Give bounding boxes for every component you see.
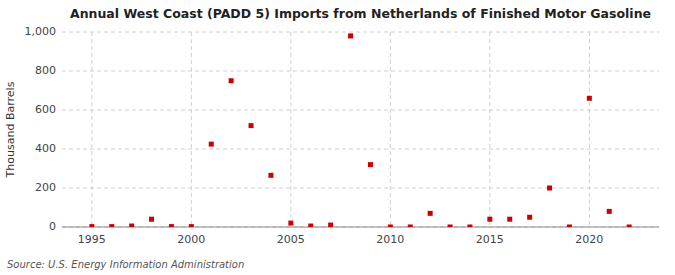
point — [627, 225, 632, 228]
point — [467, 225, 472, 228]
x-grid-line — [191, 32, 192, 227]
point — [268, 173, 273, 178]
chart: 0 200 400 600 800 1,000 1995 2000 2005 2010 2015 20… — [0, 0, 675, 275]
y-grid-line — [62, 110, 659, 111]
point — [249, 123, 254, 128]
y-axis-label: Thousand Barrels — [4, 81, 17, 178]
y-tick-label: 0 — [49, 220, 56, 233]
x-grid-line — [489, 32, 490, 227]
x-tick-label: 1995 — [78, 233, 106, 246]
x-tick-label: 2000 — [177, 233, 205, 246]
point — [109, 224, 114, 227]
point — [149, 217, 154, 222]
y-grid-line — [62, 149, 659, 150]
x-tick-label: 2005 — [277, 233, 305, 246]
point — [527, 215, 532, 220]
point — [169, 224, 174, 227]
axes: 0 200 400 600 800 1,000 1995 2000 2005 2010 2015 20… — [25, 25, 604, 246]
point — [487, 217, 492, 222]
point — [587, 96, 592, 101]
point — [209, 142, 214, 147]
point — [189, 224, 194, 227]
grid — [62, 32, 659, 227]
y-grid-line — [62, 188, 659, 189]
point — [89, 224, 94, 227]
point — [388, 225, 393, 228]
point — [448, 225, 453, 228]
y-tick-label: 200 — [35, 181, 56, 194]
point — [408, 225, 413, 228]
point — [229, 78, 234, 83]
point — [567, 225, 572, 228]
x-grid-line — [589, 32, 590, 227]
y-grid-line — [62, 71, 659, 72]
point — [547, 186, 552, 191]
point — [428, 211, 433, 216]
points — [89, 33, 631, 227]
y-grid-line — [62, 32, 659, 33]
point — [308, 224, 313, 227]
title: Annual West Coast (PADD 5) Imports from … — [70, 6, 651, 21]
point — [288, 221, 293, 226]
x-tick-label: 2020 — [575, 233, 603, 246]
point — [607, 209, 612, 214]
point — [368, 162, 373, 167]
point — [507, 217, 512, 222]
y-tick-label: 600 — [35, 103, 56, 116]
y-tick-label: 1,000 — [25, 25, 57, 38]
point — [129, 224, 134, 227]
x-grid-line — [91, 32, 92, 227]
x-tick-label: 2010 — [376, 233, 404, 246]
y-tick-label: 800 — [35, 64, 56, 77]
y-tick-label: 400 — [35, 142, 56, 155]
point — [328, 223, 333, 227]
x-grid-line — [390, 32, 391, 227]
point — [348, 33, 353, 38]
x-tick-label: 2015 — [476, 233, 504, 246]
x-grid-line — [290, 32, 291, 227]
source-note: Source: U.S. Energy Information Administ… — [7, 259, 244, 270]
